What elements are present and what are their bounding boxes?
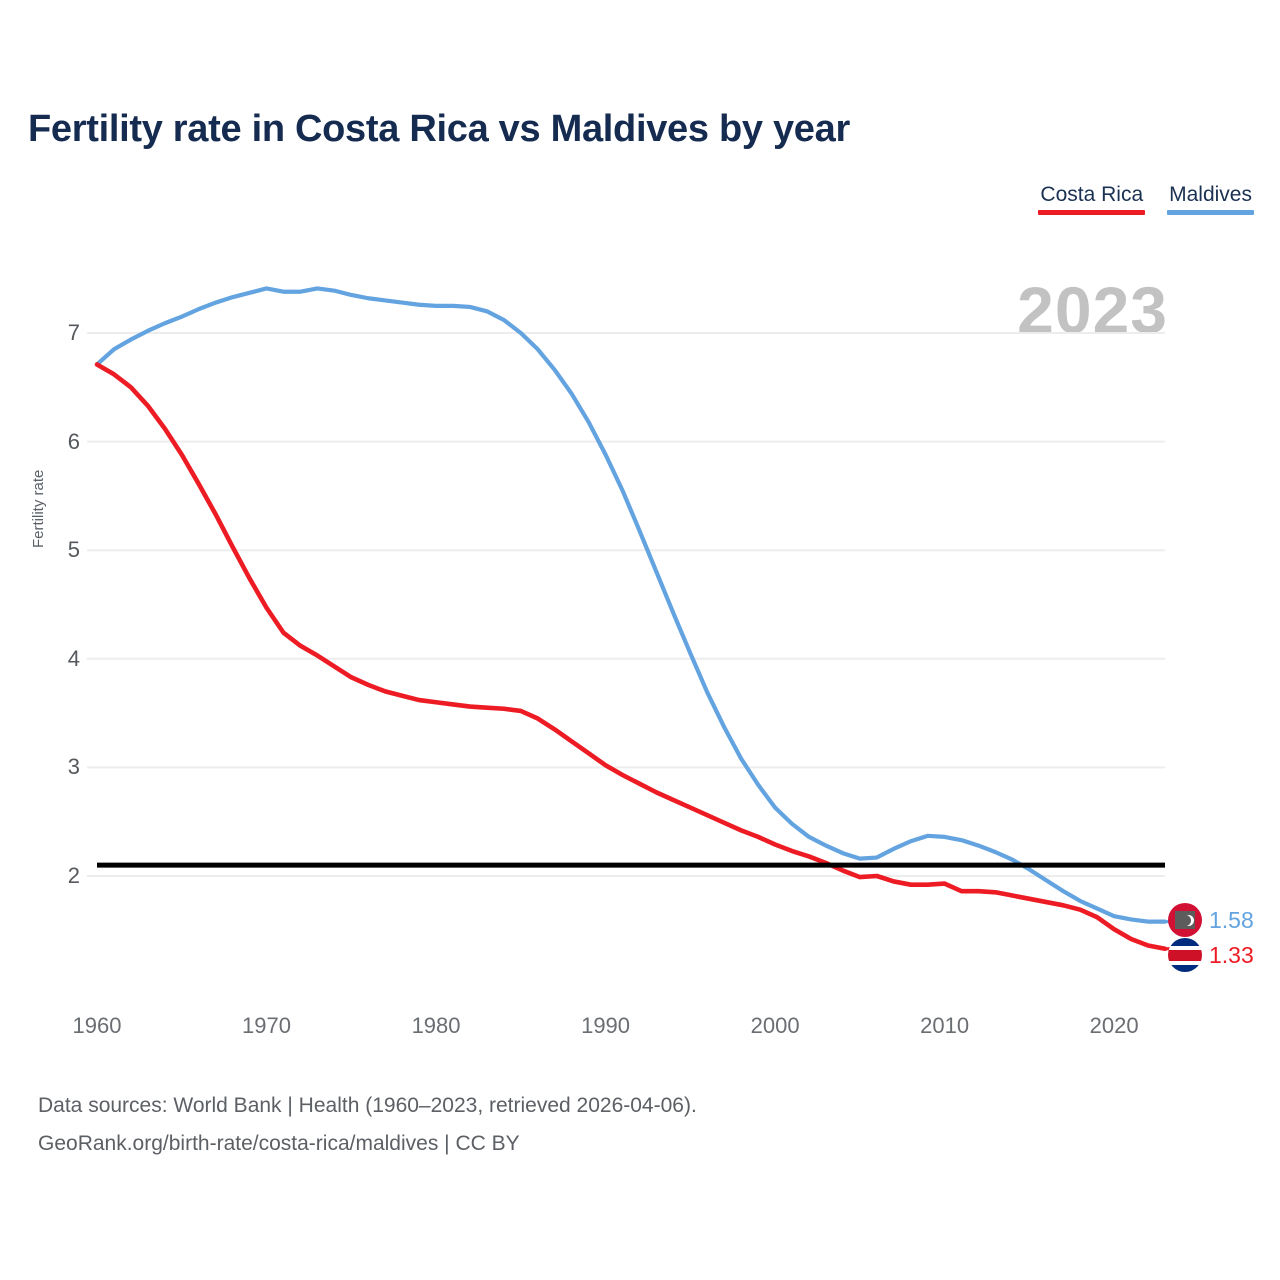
y-axis-title: Fertility rate: [30, 469, 47, 548]
y-axis-tick-label: 7: [67, 320, 80, 345]
y-axis-tick-label: 2: [67, 863, 80, 888]
costa-rica-endpoint[interactable]: 1.33: [1168, 938, 1254, 972]
page-title: Fertility rate in Costa Rica vs Maldives…: [28, 108, 850, 150]
legend-item-maldives[interactable]: Maldives: [1167, 182, 1254, 215]
y-axis-tick-label: 5: [67, 537, 80, 563]
maldives-flag-icon: [1168, 903, 1202, 937]
y-axis-tick-label: 3: [67, 754, 80, 780]
gridlines: [87, 332, 1165, 877]
year-watermark: 2023: [1017, 273, 1168, 347]
y-axis-tick-label: 4: [67, 645, 80, 671]
x-axis-tick-label: 1980: [411, 1013, 461, 1038]
legend-swatch-maldives: [1167, 210, 1254, 215]
y-axis-tick-label: 6: [67, 428, 80, 454]
maldives-endpoint[interactable]: 1.58: [1168, 903, 1254, 937]
x-axis-tick-label: 1960: [72, 1013, 122, 1038]
maldives-end-value: 1.58: [1209, 906, 1254, 933]
x-axis-tick-label: 2000: [750, 1013, 800, 1038]
x-axis-tick-label: 2010: [920, 1013, 970, 1038]
series-line-maldives: [94, 286, 1168, 924]
legend-item-costa-rica[interactable]: Costa Rica: [1038, 182, 1146, 215]
x-axis-tick-label: 1970: [242, 1013, 291, 1038]
legend-label-costa-rica: Costa Rica: [1040, 183, 1144, 206]
x-axis-tick-label: 1990: [581, 1013, 631, 1038]
x-axis-tick-label: 2020: [1089, 1013, 1139, 1038]
legend-label-maldives: Maldives: [1169, 183, 1252, 206]
footer-attribution: GeoRank.org/birth-rate/costa-rica/maldiv…: [38, 1132, 520, 1155]
series-line-costa-rica: [94, 362, 1168, 952]
chart-legend: Costa Rica Maldives: [1038, 182, 1254, 215]
footer-data-sources: Data sources: World Bank | Health (1960–…: [38, 1094, 697, 1117]
costa-rica-end-value: 1.33: [1209, 941, 1254, 968]
legend-swatch-costa-rica: [1038, 210, 1146, 215]
costa-rica-flag-icon: [1168, 938, 1202, 972]
